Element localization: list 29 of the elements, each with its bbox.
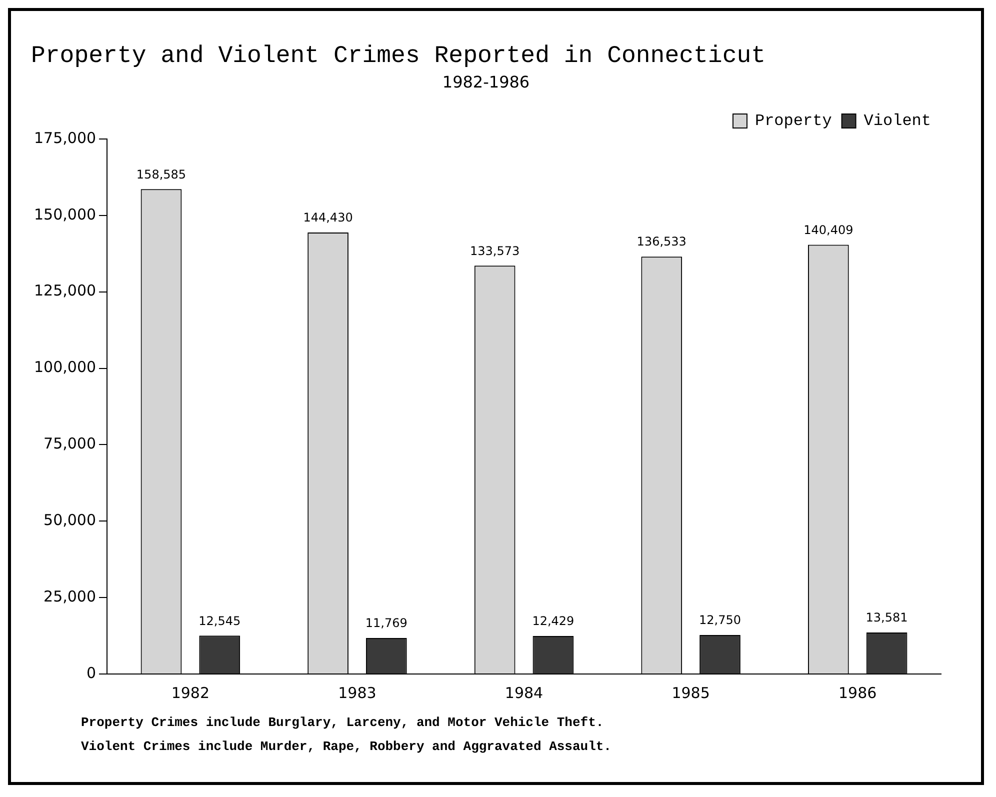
y-tick-label: 175,000 [34,128,96,147]
x-tick-label: 1982 [171,684,210,702]
data-label: 144,430 [303,210,353,225]
x-tick-label: 1986 [838,684,877,702]
data-label: 133,573 [470,244,520,258]
data-label: 11,769 [365,616,408,630]
y-tick-label: 25,000 [44,587,96,606]
data-label: 158,585 [136,167,186,182]
data-label: 136,533 [636,234,686,249]
y-tick-label: 75,000 [44,434,96,453]
y-tick-label: 50,000 [44,511,96,530]
legend-label: Property [754,112,832,130]
text: Property Crimes include Burglary, Larceny, and Motor Vehicle Theft. [81,714,605,732]
chart-subtitle: 1982-1986 [442,72,530,92]
chart-title: Property and Violent Crimes Reported in Connecticut [31,42,766,70]
x-tick-label: 1985 [672,684,710,702]
y-tick-label: 125,000 [34,282,96,300]
data-label: 12,429 [532,614,574,628]
data-label: 12,750 [699,613,741,628]
data-label: 13,581 [866,610,908,625]
y-tick-label: 150,000 [34,205,96,224]
x-tick-label: 1983 [338,684,376,702]
data-label: 140,409 [804,222,854,237]
text: Violent Crimes include Murder, Rape, Robbery and Aggravated Assault. [81,738,612,756]
x-tick-label: 1984 [504,684,544,702]
y-tick-label: 0 [86,664,96,682]
y-tick-label: 100,000 [34,358,96,376]
data-label: 12,545 [198,614,241,628]
legend-label: Violent [864,112,932,130]
